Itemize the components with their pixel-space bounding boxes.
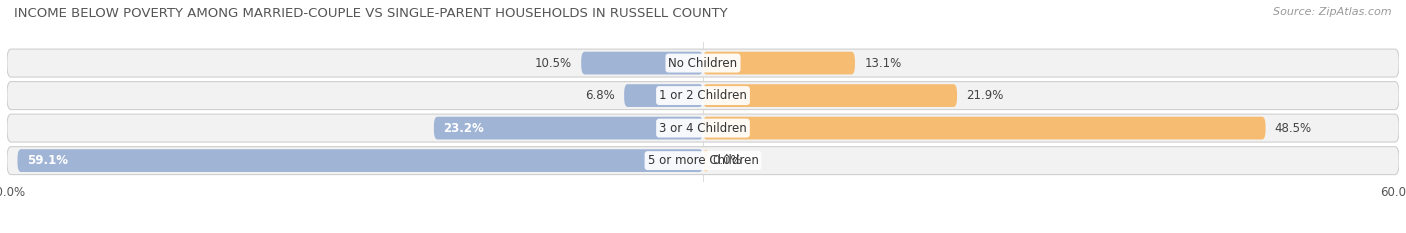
Text: No Children: No Children	[668, 57, 738, 70]
Text: 6.8%: 6.8%	[585, 89, 614, 102]
FancyBboxPatch shape	[7, 147, 1399, 175]
FancyBboxPatch shape	[17, 149, 703, 172]
Text: 23.2%: 23.2%	[443, 122, 484, 135]
FancyBboxPatch shape	[624, 84, 703, 107]
Text: 3 or 4 Children: 3 or 4 Children	[659, 122, 747, 135]
Text: 0.0%: 0.0%	[713, 154, 742, 167]
FancyBboxPatch shape	[703, 84, 957, 107]
FancyBboxPatch shape	[7, 82, 1399, 110]
FancyBboxPatch shape	[703, 149, 709, 172]
FancyBboxPatch shape	[434, 117, 703, 140]
Text: 1 or 2 Children: 1 or 2 Children	[659, 89, 747, 102]
Text: Source: ZipAtlas.com: Source: ZipAtlas.com	[1274, 7, 1392, 17]
FancyBboxPatch shape	[7, 49, 1399, 77]
Text: 48.5%: 48.5%	[1275, 122, 1312, 135]
FancyBboxPatch shape	[703, 52, 855, 75]
FancyBboxPatch shape	[7, 114, 1399, 142]
Text: 5 or more Children: 5 or more Children	[648, 154, 758, 167]
Text: 59.1%: 59.1%	[27, 154, 67, 167]
Text: 21.9%: 21.9%	[966, 89, 1004, 102]
FancyBboxPatch shape	[703, 117, 1265, 140]
Text: 10.5%: 10.5%	[534, 57, 572, 70]
Text: INCOME BELOW POVERTY AMONG MARRIED-COUPLE VS SINGLE-PARENT HOUSEHOLDS IN RUSSELL: INCOME BELOW POVERTY AMONG MARRIED-COUPL…	[14, 7, 728, 20]
FancyBboxPatch shape	[581, 52, 703, 75]
Text: 13.1%: 13.1%	[865, 57, 901, 70]
